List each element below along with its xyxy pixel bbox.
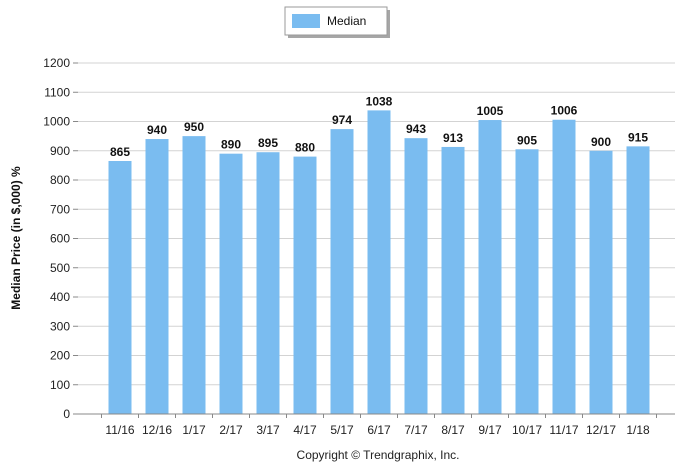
bar-10-17 bbox=[515, 149, 539, 414]
x-tick-label: 5/17 bbox=[330, 423, 354, 437]
x-axis-ticks: 11/16 12/16 1/17 2/17 3/17 4/17 5/17 6/17 7/17 8/… bbox=[101, 414, 657, 437]
x-tick-label: 7/17 bbox=[404, 423, 428, 437]
legend: Median bbox=[284, 6, 390, 38]
bar-1-17 bbox=[182, 136, 206, 414]
data-label: 950 bbox=[184, 120, 204, 134]
data-label: 865 bbox=[110, 145, 130, 159]
data-label: 900 bbox=[591, 135, 611, 149]
data-label: 1006 bbox=[551, 104, 578, 118]
y-tick-label: 800 bbox=[50, 173, 70, 187]
y-tick-label: 0 bbox=[63, 407, 70, 421]
data-label: 913 bbox=[443, 131, 463, 145]
data-label: 1038 bbox=[366, 94, 393, 108]
y-tick-label: 600 bbox=[50, 232, 70, 246]
x-tick-label: 12/16 bbox=[142, 423, 172, 437]
x-tick-label: 6/17 bbox=[367, 423, 391, 437]
x-tick-label: 11/16 bbox=[105, 423, 134, 437]
bar-3-17 bbox=[256, 152, 280, 414]
data-label: 905 bbox=[517, 133, 537, 147]
bar-9-17 bbox=[478, 120, 502, 414]
bar-6-17 bbox=[367, 110, 391, 414]
y-tick-label: 1000 bbox=[43, 115, 70, 129]
x-tick-label: 1/18 bbox=[626, 423, 650, 437]
x-tick-label: 11/17 bbox=[549, 423, 578, 437]
bar-1-18 bbox=[626, 146, 650, 415]
bar-4-17 bbox=[293, 156, 317, 414]
data-labels: 865 940 950 890 895 880 974 1038 943 913 1005 905 10… bbox=[110, 94, 648, 159]
bars bbox=[108, 110, 650, 415]
data-label: 890 bbox=[221, 138, 241, 152]
y-axis-ticks: 0 100 200 300 400 500 600 700 800 900 1000 1100 1200 bbox=[43, 56, 78, 421]
y-tick-label: 500 bbox=[50, 261, 70, 275]
data-label: 943 bbox=[406, 122, 426, 136]
bar-5-17 bbox=[330, 129, 354, 415]
x-tick-label: 1/17 bbox=[182, 423, 206, 437]
y-tick-label: 300 bbox=[50, 319, 70, 333]
bar-7-17 bbox=[404, 138, 428, 415]
y-tick-label: 900 bbox=[50, 144, 70, 158]
y-tick-label: 200 bbox=[50, 349, 70, 363]
data-label: 940 bbox=[147, 123, 167, 137]
bar-12-16 bbox=[145, 139, 169, 415]
data-label: 880 bbox=[295, 141, 315, 155]
x-tick-label: 12/17 bbox=[586, 423, 616, 437]
data-label: 915 bbox=[628, 130, 648, 144]
copyright-text: Copyright © Trendgraphix, Inc. bbox=[297, 448, 460, 462]
bar-12-17 bbox=[589, 150, 613, 414]
y-tick-label: 1100 bbox=[44, 85, 70, 99]
x-tick-label: 2/17 bbox=[219, 423, 243, 437]
x-tick-label: 4/17 bbox=[293, 423, 317, 437]
bar-11-16 bbox=[108, 160, 132, 414]
data-label: 1005 bbox=[477, 104, 504, 118]
legend-swatch bbox=[292, 14, 320, 28]
y-axis-title: Median Price (in $,000) % bbox=[9, 166, 23, 310]
y-tick-label: 700 bbox=[50, 202, 70, 216]
x-tick-label: 8/17 bbox=[441, 423, 465, 437]
bar-11-17 bbox=[552, 119, 576, 415]
x-tick-label: 3/17 bbox=[256, 423, 280, 437]
x-tick-label: 10/17 bbox=[512, 423, 542, 437]
bar-8-17 bbox=[441, 146, 465, 414]
data-label: 974 bbox=[332, 113, 352, 127]
data-label: 895 bbox=[258, 136, 278, 150]
x-tick-label: 9/17 bbox=[478, 423, 502, 437]
y-tick-label: 1200 bbox=[43, 56, 70, 70]
legend-label: Median bbox=[327, 14, 366, 28]
y-tick-label: 400 bbox=[50, 290, 70, 304]
bar-2-17 bbox=[219, 153, 243, 415]
y-tick-label: 100 bbox=[50, 378, 70, 392]
